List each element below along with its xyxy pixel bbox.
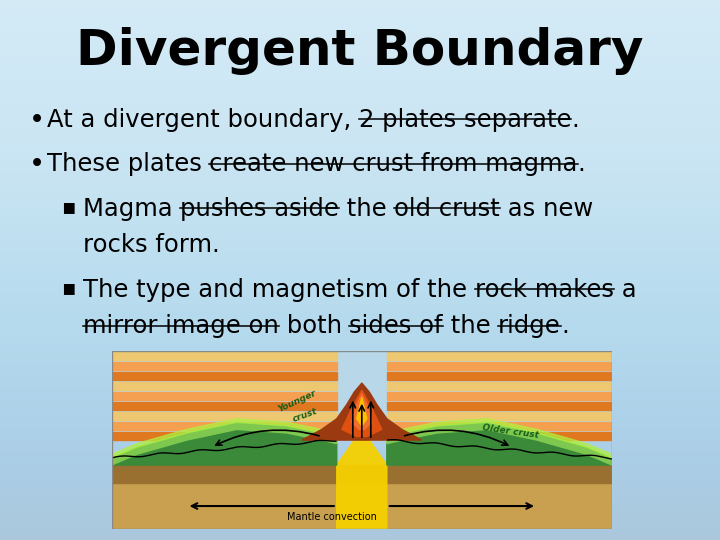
Polygon shape [387, 418, 612, 458]
Polygon shape [112, 429, 337, 465]
Text: •: • [29, 152, 45, 178]
Text: Magma: Magma [83, 197, 180, 220]
Text: old crust: old crust [395, 197, 500, 220]
Text: sides of: sides of [349, 314, 443, 338]
Polygon shape [112, 432, 337, 440]
Text: the: the [443, 314, 498, 338]
Text: .: . [571, 108, 579, 132]
Polygon shape [387, 362, 612, 370]
Polygon shape [387, 353, 612, 360]
Text: rocks form.: rocks form. [83, 233, 220, 257]
Text: The type and magnetism of the: The type and magnetism of the [83, 278, 474, 301]
Text: .: . [561, 314, 569, 338]
Bar [112, 351, 612, 440]
Polygon shape [112, 382, 337, 390]
Polygon shape [112, 373, 337, 380]
Text: mirror image on: mirror image on [83, 314, 279, 338]
Text: Older crust: Older crust [482, 423, 539, 440]
Polygon shape [112, 422, 337, 430]
Bar [112, 351, 612, 529]
Polygon shape [112, 418, 337, 458]
Polygon shape [342, 390, 382, 436]
Polygon shape [112, 422, 337, 465]
Polygon shape [387, 422, 612, 465]
Bar [112, 465, 612, 483]
Polygon shape [352, 394, 372, 429]
Text: Mantle convection: Mantle convection [287, 512, 377, 522]
Polygon shape [387, 393, 612, 400]
Polygon shape [337, 422, 387, 529]
Text: Younger: Younger [276, 388, 318, 414]
Polygon shape [387, 402, 612, 410]
Text: ▪: ▪ [61, 278, 76, 298]
Polygon shape [357, 397, 366, 426]
Text: rock makes: rock makes [474, 278, 613, 301]
Text: •: • [29, 108, 45, 134]
Text: Divergent Boundary: Divergent Boundary [76, 27, 644, 75]
Polygon shape [387, 422, 612, 430]
Text: At a divergent boundary,: At a divergent boundary, [47, 108, 359, 132]
Polygon shape [387, 382, 612, 390]
Text: .: . [577, 152, 585, 176]
Text: both: both [279, 314, 349, 338]
Polygon shape [112, 413, 337, 420]
Text: create new crust from magma: create new crust from magma [210, 152, 577, 176]
Bar [112, 483, 612, 529]
Polygon shape [387, 373, 612, 380]
Text: ridge: ridge [498, 314, 561, 338]
Polygon shape [387, 413, 612, 420]
Polygon shape [302, 383, 422, 440]
Polygon shape [112, 362, 337, 370]
Polygon shape [112, 393, 337, 400]
Text: the: the [339, 197, 395, 220]
Text: ▪: ▪ [61, 197, 76, 217]
Text: pushes aside: pushes aside [180, 197, 339, 220]
Text: 2 plates separate: 2 plates separate [359, 108, 571, 132]
Text: crust: crust [292, 407, 319, 424]
Text: as new: as new [500, 197, 593, 220]
Polygon shape [387, 432, 612, 440]
Polygon shape [387, 429, 612, 465]
Polygon shape [112, 353, 337, 360]
Polygon shape [112, 402, 337, 410]
Text: a: a [613, 278, 636, 301]
Text: These plates: These plates [47, 152, 210, 176]
